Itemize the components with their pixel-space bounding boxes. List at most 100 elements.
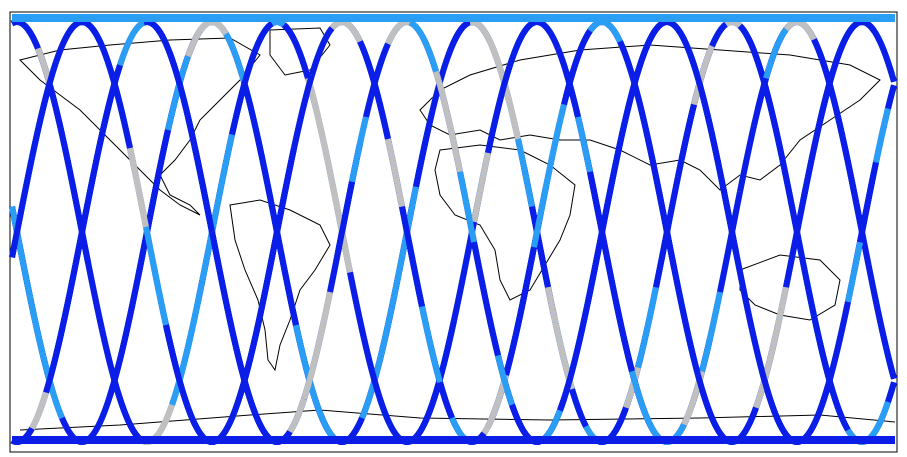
track-segment [169,58,193,127]
track-segment [753,286,789,409]
track-segment [737,124,757,193]
track-segment [831,21,858,70]
track-segment [657,196,679,278]
track-segment [361,337,393,426]
track-segment [99,328,117,380]
track-segment [399,206,425,308]
track-segment [811,38,829,73]
track-segment [561,29,593,106]
track-segment [783,176,811,288]
track-segment [575,116,593,173]
track-segment [349,116,369,183]
track-segment [185,18,215,58]
track-segment [485,52,517,154]
track-segment [389,186,419,308]
track-segment [577,251,601,340]
track-segment [481,374,509,435]
track-segment [267,196,299,326]
track-segment [883,346,897,380]
track-segment [127,147,149,228]
track-segment [885,84,897,110]
track-segment [557,337,583,412]
track-segment [731,241,755,331]
track-segment [329,18,363,43]
greenland [269,27,331,76]
track-segment [385,19,411,46]
track-segment [595,107,631,253]
track-segment [263,147,297,288]
track-segment [517,246,537,317]
track-segment [385,138,405,208]
track-segment [301,291,333,400]
track-segment [287,397,307,434]
track-segment [471,241,501,357]
track-segment [305,77,341,213]
track-segment [763,27,789,80]
track-segment [737,23,763,70]
track-segment [749,328,771,394]
track-segment [699,291,723,373]
track-segment [617,40,643,106]
south-america [229,199,331,372]
track-segment [538,19,561,50]
track-segment [187,124,215,233]
track-segment [335,211,353,273]
polar-band-bottom [12,436,895,444]
track-segment [111,377,131,422]
track-segment [815,301,851,417]
track-segment [212,19,229,36]
track-segment [717,191,743,293]
track-segment [885,381,897,403]
track-segment [469,18,495,48]
track-segment [47,84,83,223]
track-segment [241,80,273,198]
track-segment [39,350,65,420]
track-segment [515,138,535,208]
track-segment [529,206,551,288]
track-segment [635,286,659,369]
track-segment [87,64,123,193]
track-segment [10,19,41,50]
track-segment [163,324,189,403]
track-segment [889,73,897,83]
track-segment [854,18,872,29]
track-segment [209,231,237,340]
track-segment [429,319,457,406]
track-segment [86,381,117,443]
track-segment [319,416,337,441]
track-segment [613,301,635,373]
track-segment [77,221,105,331]
track-segment [629,370,663,442]
track-segment [433,70,463,173]
track-segment [687,52,717,145]
track-segment [229,84,247,136]
track-segment [495,354,515,406]
track-segment [29,391,49,430]
track-segment [711,142,737,243]
track-segment [653,19,671,32]
track-segment [43,337,63,394]
track-segment [111,80,133,149]
africa [434,144,576,301]
track-segment [751,77,769,127]
track-segment [783,19,817,41]
track-segment [511,19,541,55]
track-segment [668,19,693,55]
track-segment [857,161,879,243]
track-segment [29,61,59,159]
track-segment [413,80,443,188]
track-segment [117,19,146,67]
track-segment [569,388,589,428]
track-segment [53,18,85,64]
track-segment [241,21,274,87]
track-segment [143,226,169,326]
track-segment [408,19,425,38]
track-segment [183,400,207,441]
track-segment [419,305,443,384]
track-segment [637,103,663,198]
track-segment [270,19,286,28]
track-segment [143,19,175,61]
track-segment [587,18,623,43]
track-segment [867,23,895,76]
track-segment [625,27,659,110]
